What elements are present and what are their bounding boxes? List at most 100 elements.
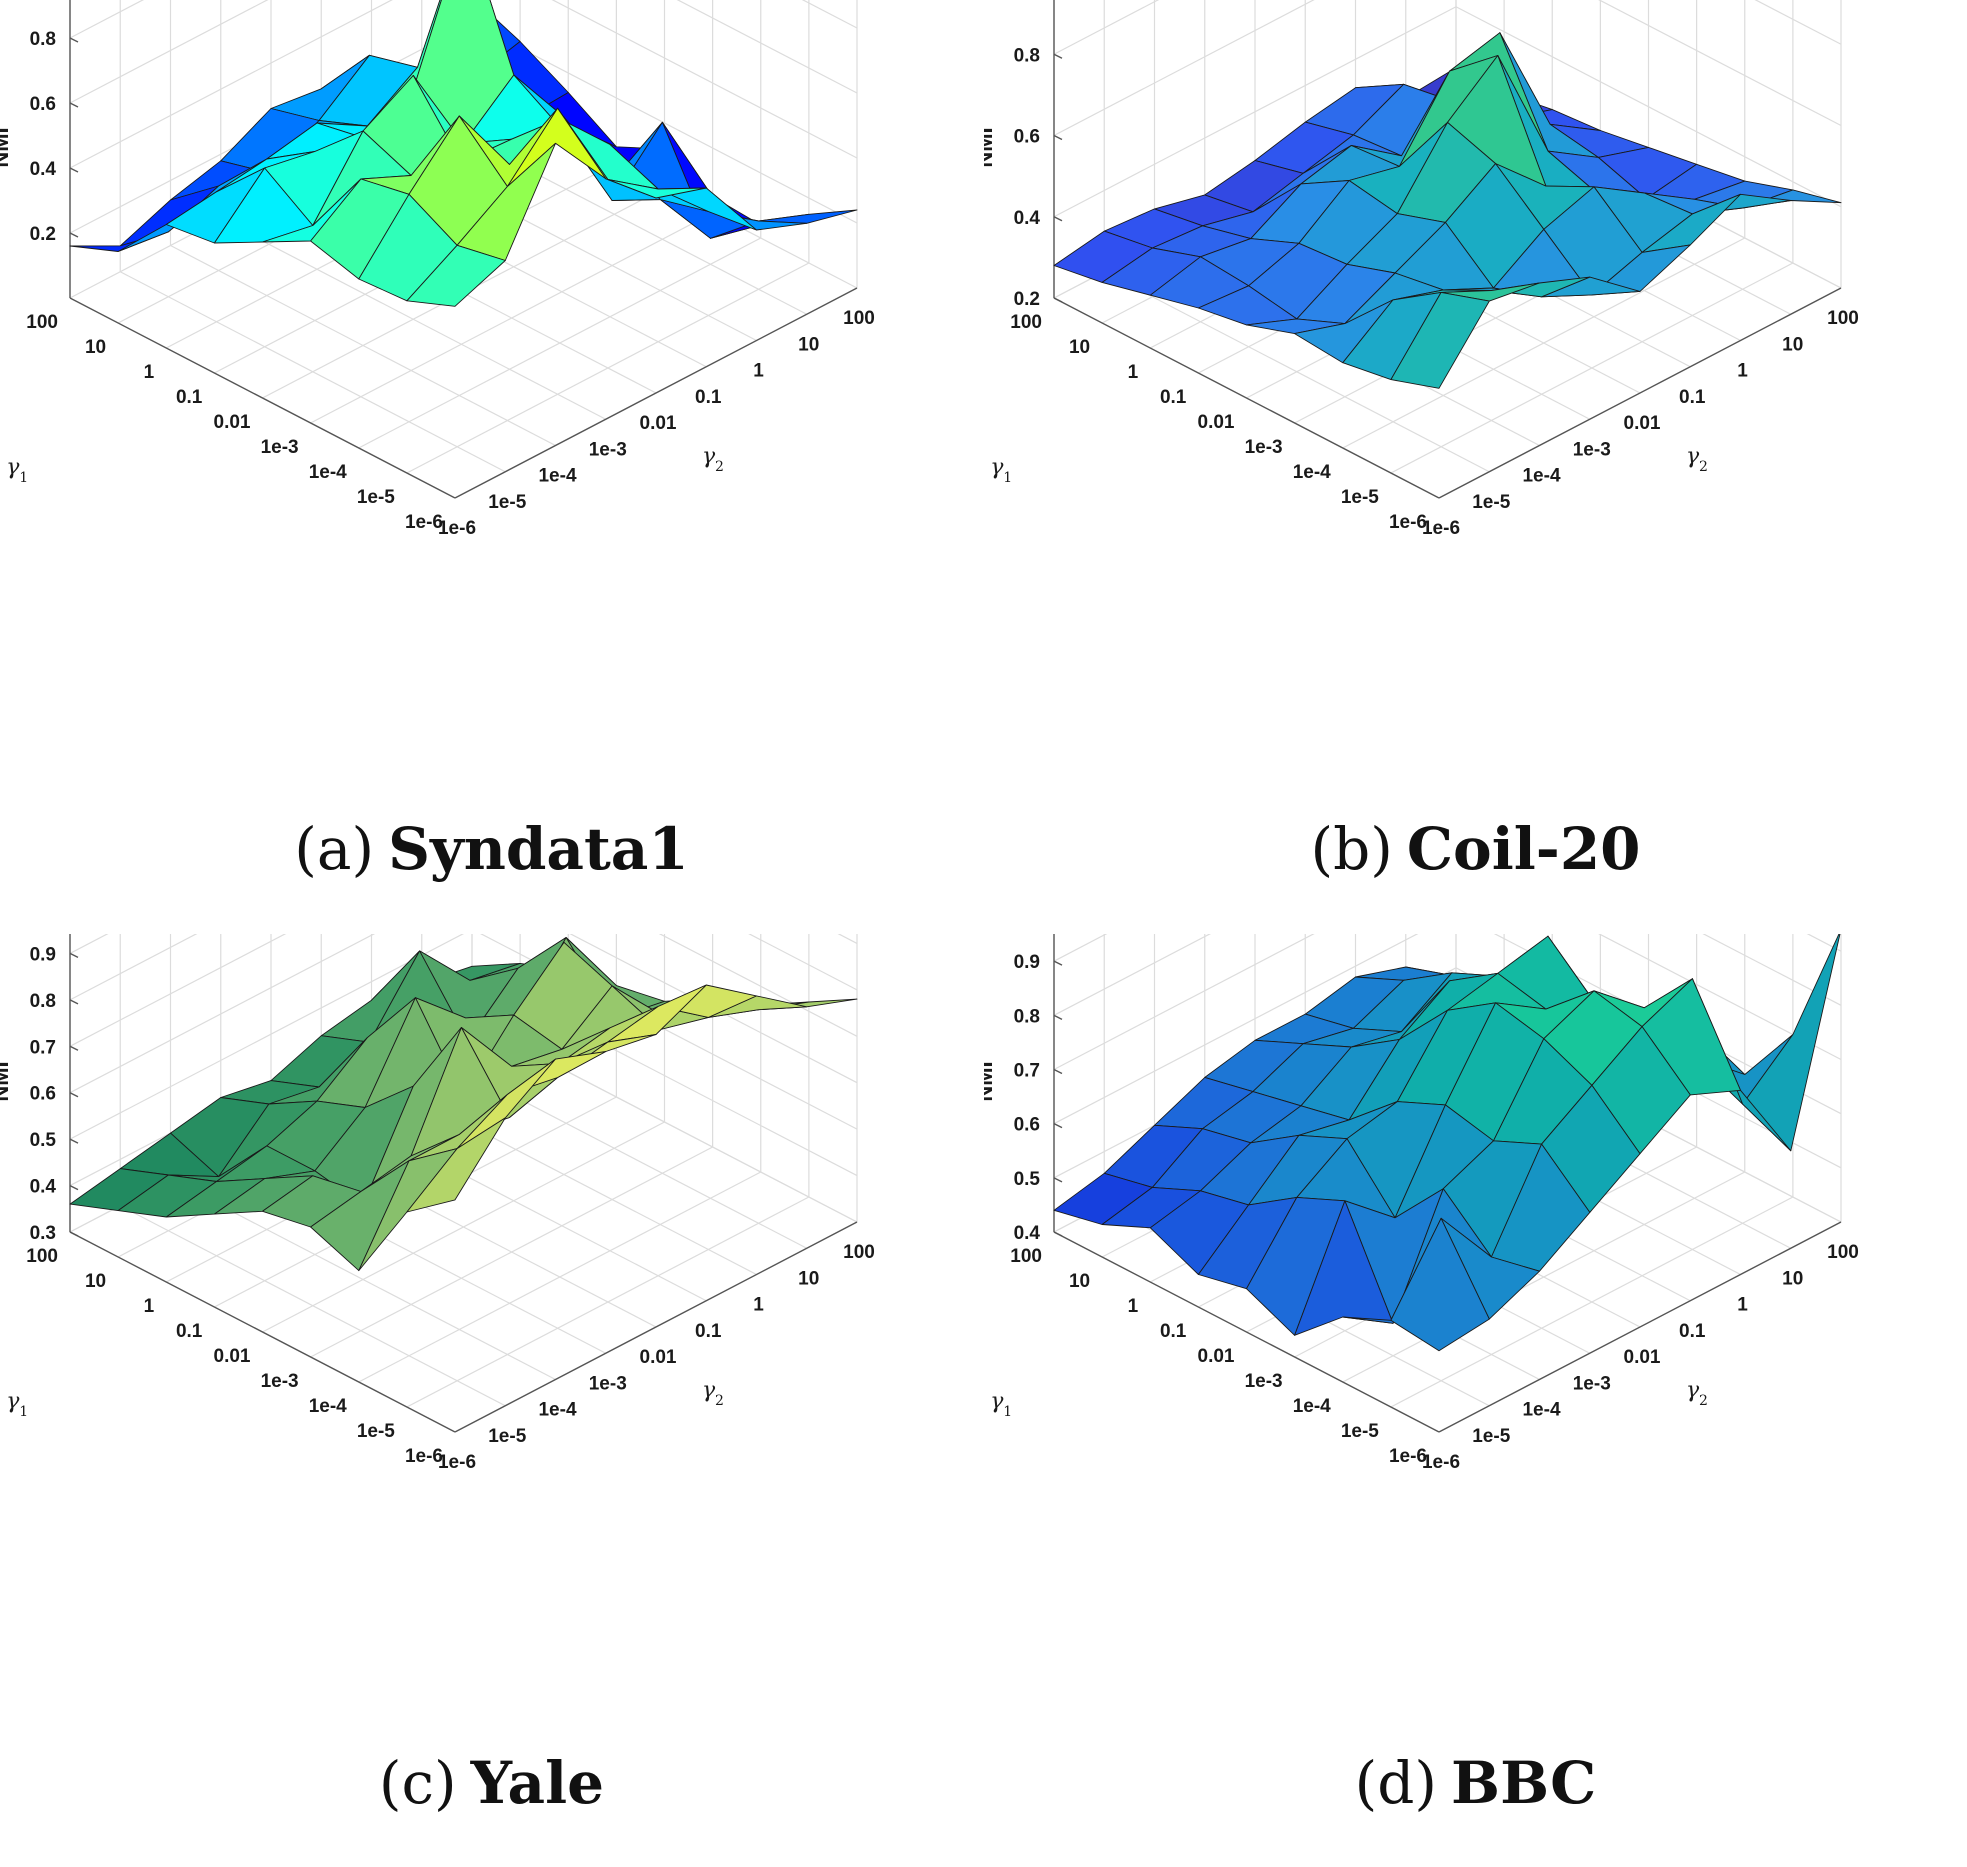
gamma1-axis-label: γ [990,1389,1004,1414]
gamma2-tick-label: 1e-5 [1472,1426,1510,1447]
gamma1-tick-label: 1e-5 [357,1421,395,1442]
gamma2-tick-label: 1e-5 [1472,492,1510,513]
gamma1-axis-subscript: 1 [19,1404,28,1420]
gamma1-tick-label: 1e-4 [309,462,347,483]
panel-syndata1: 0.2 0.4 0.6 0.8 1 NMI 100 10 1 0.1 0.01 1e-3 1e-4 1e-… [0,0,983,933]
gamma2-tick-label: 1e-4 [538,466,576,487]
caption-tag: (b) [1310,815,1393,883]
gamma1-axis-subscript: 1 [1003,470,1012,486]
surface-face [406,244,506,307]
gamma2-tick-label: 1e-5 [488,1426,526,1447]
gamma2-axis-label: γ [1686,444,1700,469]
gamma1-tick-label: 1e-3 [261,1371,299,1392]
gamma2-axis-subscript: 2 [715,459,724,475]
gamma2-tick-label: 1 [753,1295,764,1316]
gamma1-tick-label: 0.1 [176,387,203,408]
z-tick-label: 0.5 [1014,1169,1041,1190]
z-tick-label: 0.8 [1014,1006,1040,1027]
gamma1-tick-label: 10 [85,1271,106,1292]
gamma1-tick-label: 1e-3 [1245,1371,1283,1392]
z-tick-label: 0.5 [30,1130,57,1151]
gamma1-tick-label: 1e-4 [1293,1396,1331,1417]
gamma2-tick-label: 0.1 [695,387,722,408]
gamma2-tick-label: 1e-3 [1573,1373,1611,1394]
gamma1-tick-label: 10 [85,337,106,358]
z-tick-label: 0.4 [1014,1223,1041,1244]
surface [1053,934,1841,1352]
gamma2-axis-label: γ [702,1378,716,1403]
gamma1-tick-label: 0.01 [1198,1346,1235,1367]
gamma2-axis-label: γ [702,444,716,469]
gamma1-tick-label: 1e-3 [261,437,299,458]
gamma1-tick-label: 1e-5 [357,487,395,508]
gamma2-tick-label: 1e-4 [538,1400,576,1421]
z-tick-label: 0.9 [30,944,56,965]
z-tick-label: 0.3 [30,1223,56,1244]
gamma2-axis-label: γ [1686,1378,1700,1403]
gamma2-tick-label: 0.01 [640,413,677,434]
z-tick-label: 0.2 [30,224,56,245]
surface-plot-syndata1: 0.2 0.4 0.6 0.8 1 NMI 100 10 1 0.1 0.01 1e-3 1e-4 1e-… [0,0,875,539]
gamma1-tick-label: 10 [1069,337,1090,358]
gamma1-tick-label: 100 [26,312,58,333]
gamma2-tick-label: 0.1 [1679,387,1706,408]
z-axis-label: NMI [984,1061,997,1101]
gamma1-tick-label: 100 [1010,1246,1042,1267]
gamma2-tick-label: 1e-3 [1573,439,1611,460]
gamma1-tick-label: 0.1 [1160,387,1187,408]
gamma1-tick-label: 0.1 [1160,1321,1187,1342]
gamma1-tick-label: 1e-3 [1245,437,1283,458]
gamma1-tick-label: 100 [1010,312,1042,333]
gamma1-axis-subscript: 1 [1003,1404,1012,1420]
gamma1-axis-label: γ [6,455,20,480]
gamma2-tick-label: 1e-6 [438,1452,476,1473]
gamma2-tick-label: 10 [798,1268,819,1289]
gamma2-tick-label: 1e-6 [438,518,476,539]
gamma2-tick-label: 0.01 [1624,1347,1661,1368]
gamma1-axis-subscript: 1 [19,470,28,486]
gamma2-tick-label: 1e-4 [1522,1400,1560,1421]
gamma1-tick-label: 1e-6 [1389,512,1427,533]
caption-name: Yale [470,1749,605,1817]
gamma1-tick-label: 10 [1069,1271,1090,1292]
gamma2-tick-label: 1 [1737,1295,1748,1316]
gamma2-tick-label: 0.01 [1624,413,1661,434]
gamma2-tick-label: 100 [843,308,875,329]
z-tick-label: 0.4 [30,1177,57,1198]
surface-face [406,1117,506,1213]
caption-coil20: (b) Coil-20 [984,815,1967,883]
gamma2-tick-label: 10 [1782,1268,1803,1289]
panel-coil20: 0.2 0.4 0.6 0.8 1 NMI 100 10 1 0.1 0.01 1e-3 1e-4 1e-… [984,0,1967,933]
gamma1-tick-label: 1e-4 [309,1396,347,1417]
z-tick-label: 0.7 [30,1037,56,1058]
gamma2-tick-label: 10 [798,334,819,355]
caption-bbc: (d) BBC [984,1749,1967,1817]
gamma1-axis-label: γ [990,455,1004,480]
caption-syndata1: (a) Syndata1 [0,815,983,883]
gamma1-tick-label: 1 [1128,1296,1139,1317]
panel-bbc: 0.4 0.5 0.6 0.7 0.8 0.9 1 NMI 100 10 1 0.1 0.01 1e-3 1… [984,934,1967,1867]
gamma1-tick-label: 1e-6 [405,512,443,533]
z-axis-label: NMI [0,1061,13,1101]
surface-face [1390,291,1490,389]
caption-tag: (d) [1354,1749,1438,1817]
gamma1-tick-label: 0.01 [214,1346,251,1367]
caption-yale: (c) Yale [0,1749,983,1817]
z-tick-label: 0.4 [1014,208,1041,229]
z-tick-label: 0.2 [1014,289,1040,310]
gamma1-tick-label: 1e-6 [405,1446,443,1467]
gamma2-tick-label: 0.01 [640,1347,677,1368]
gamma2-tick-label: 0.1 [1679,1321,1706,1342]
gamma2-axis-subscript: 2 [715,1393,724,1409]
z-tick-label: 0.6 [30,94,56,115]
z-tick-label: 0.4 [30,159,57,180]
gamma1-tick-label: 0.1 [176,1321,203,1342]
surface [69,937,858,1272]
z-tick-label: 0.8 [30,29,56,50]
gamma2-tick-label: 1e-6 [1422,518,1460,539]
gamma1-tick-label: 1 [144,362,155,383]
surface-plot-yale: 0.3 0.4 0.5 0.6 0.7 0.8 0.9 1 NMI 100 10 1 0.1 0.01 1e… [0,934,875,1473]
gamma2-axis-subscript: 2 [1699,1393,1708,1409]
caption-name: Syndata1 [388,815,689,883]
gamma1-tick-label: 1e-6 [1389,1446,1427,1467]
